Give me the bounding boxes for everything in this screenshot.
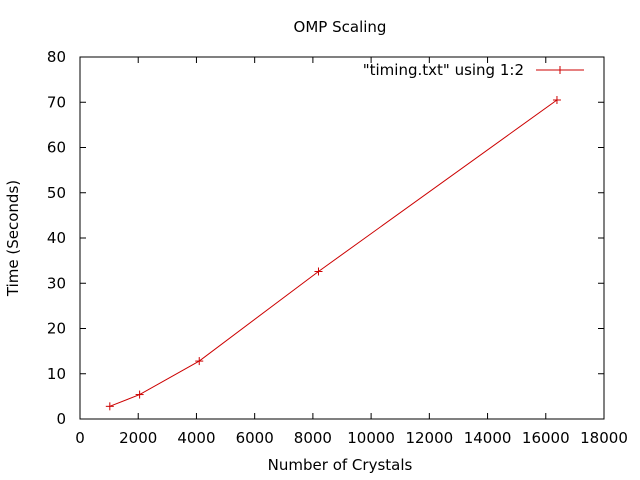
legend-marker-plus <box>556 66 564 74</box>
x-axis-label: Number of Crystals <box>268 456 413 474</box>
y-tick-label: 30 <box>47 274 66 292</box>
legend-marker <box>556 66 564 74</box>
series-line <box>109 99 558 407</box>
x-tick-label: 0 <box>75 429 85 447</box>
x-tick-label: 4000 <box>177 429 215 447</box>
data-point <box>105 402 114 411</box>
x-tick-label: 16000 <box>522 429 570 447</box>
x-tick-label: 12000 <box>405 429 453 447</box>
x-tick-label: 10000 <box>347 429 395 447</box>
x-axis: 0 2000 4000 6000 8000 10000 12000 14000 16000 180… <box>75 57 628 447</box>
y-tick-label: 50 <box>47 184 66 202</box>
y-tick-label: 10 <box>47 365 66 383</box>
chart-title: OMP Scaling <box>294 18 387 36</box>
y-tick-label: 20 <box>47 320 66 338</box>
y-tick-label: 80 <box>47 48 66 66</box>
legend-label: "timing.txt" using 1:2 <box>363 61 524 79</box>
y-axis: 0 10 20 30 40 50 60 70 80 <box>47 48 604 428</box>
y-axis-label: Time (Seconds) <box>4 180 22 297</box>
data-point <box>135 390 144 399</box>
data-point <box>195 357 204 366</box>
legend: "timing.txt" using 1:2 <box>363 61 584 79</box>
x-tick-label: 2000 <box>119 429 157 447</box>
plot-area-frame <box>79 56 605 420</box>
x-tick-label: 6000 <box>236 429 274 447</box>
x-tick-label: 8000 <box>294 429 332 447</box>
data-point <box>314 267 323 276</box>
y-tick-label: 0 <box>56 410 66 428</box>
y-tick-label: 70 <box>47 93 66 111</box>
x-tick-label: 14000 <box>464 429 512 447</box>
series-layer <box>105 95 561 411</box>
data-point <box>552 95 561 104</box>
y-tick-label: 60 <box>47 139 66 157</box>
x-tick-label: 18000 <box>580 429 628 447</box>
y-tick-label: 40 <box>47 229 66 247</box>
